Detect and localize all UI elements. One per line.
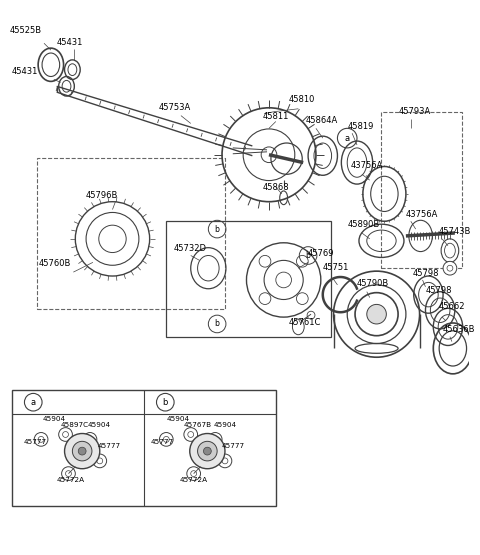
Text: 45662: 45662 [438, 302, 465, 311]
Text: 45761C: 45761C [288, 318, 321, 327]
Circle shape [367, 304, 386, 324]
Text: 45751: 45751 [323, 263, 349, 272]
Text: 45743B: 45743B [438, 227, 470, 236]
Circle shape [443, 261, 457, 275]
Text: 45810: 45810 [288, 95, 315, 104]
Text: 45890B: 45890B [347, 220, 380, 229]
Text: 45777: 45777 [24, 439, 47, 445]
Text: 45525B: 45525B [10, 27, 42, 36]
Text: 45777: 45777 [98, 443, 121, 449]
Text: b: b [215, 225, 219, 234]
Text: 45636B: 45636B [443, 325, 476, 334]
Text: 45904: 45904 [43, 416, 66, 422]
Bar [12, 391, 276, 506]
Text: 43756A: 43756A [406, 210, 438, 219]
Text: 45897C: 45897C [60, 422, 89, 428]
Text: 45904: 45904 [88, 422, 111, 428]
Text: 45868: 45868 [262, 183, 289, 192]
Text: b: b [215, 320, 219, 329]
Text: 45777: 45777 [151, 439, 174, 445]
Text: 45819: 45819 [347, 122, 373, 132]
Text: 45811: 45811 [262, 113, 288, 122]
Text: 45793A: 45793A [399, 107, 432, 115]
Text: 45760B: 45760B [39, 259, 72, 268]
Circle shape [72, 441, 92, 461]
Circle shape [78, 447, 86, 455]
Text: 45904: 45904 [213, 422, 236, 428]
Text: 45798: 45798 [425, 286, 452, 295]
Text: b: b [163, 398, 168, 407]
Circle shape [198, 441, 217, 461]
Text: 45767B: 45767B [184, 422, 212, 428]
Text: 45772A: 45772A [180, 477, 208, 483]
Text: 45732D: 45732D [174, 244, 207, 253]
Bar [37, 158, 225, 309]
Bar [382, 112, 462, 268]
Text: 45431: 45431 [12, 68, 38, 77]
Circle shape [190, 433, 225, 469]
Bar [166, 221, 331, 337]
Text: 43756A: 43756A [350, 162, 383, 170]
Text: 45904: 45904 [166, 416, 190, 422]
Text: b: b [306, 251, 311, 260]
Text: 45753A: 45753A [158, 103, 191, 112]
Text: a: a [31, 398, 36, 407]
Text: a: a [345, 134, 350, 143]
Text: 45864A: 45864A [305, 117, 337, 125]
Circle shape [204, 447, 211, 455]
Text: 45431: 45431 [57, 38, 83, 47]
Text: 45769: 45769 [308, 249, 335, 259]
Circle shape [64, 433, 100, 469]
Text: 45798: 45798 [413, 269, 439, 278]
Text: 45777: 45777 [222, 443, 245, 449]
Text: 45772A: 45772A [57, 477, 85, 483]
Text: 45790B: 45790B [357, 279, 389, 288]
Text: 45796B: 45796B [86, 191, 119, 200]
